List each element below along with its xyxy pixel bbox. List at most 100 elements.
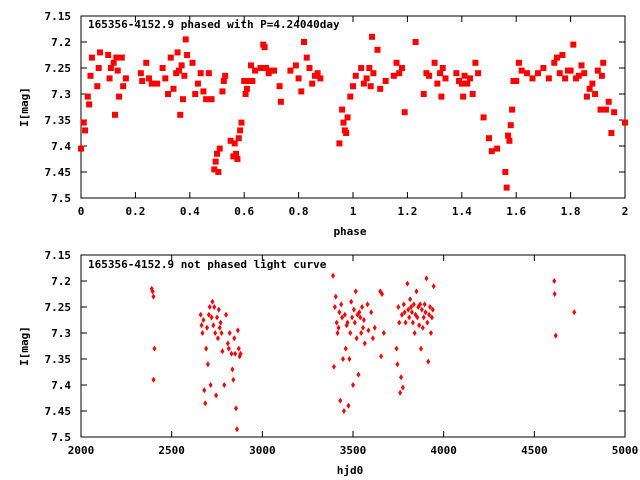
data-point <box>515 59 522 66</box>
data-point <box>605 98 612 105</box>
x-tick-label: 1 <box>350 205 357 218</box>
x-tick-label: 3500 <box>340 444 367 457</box>
data-point <box>184 52 191 58</box>
data-point <box>425 319 430 326</box>
data-point <box>348 330 353 336</box>
data-point <box>466 75 473 82</box>
data-point <box>407 314 412 321</box>
data-point <box>350 314 355 321</box>
data-point <box>340 119 347 126</box>
data-point <box>208 382 213 388</box>
data-point <box>581 70 588 77</box>
data-point <box>393 59 400 66</box>
data-point <box>110 59 117 66</box>
x-tick-label: 3000 <box>249 444 276 457</box>
data-point <box>181 72 188 79</box>
data-points <box>149 272 577 433</box>
data-point <box>206 311 211 318</box>
y-tick-label: 7.4 <box>51 379 71 392</box>
data-point <box>402 309 407 316</box>
data-point <box>427 311 432 318</box>
data-point <box>241 78 248 84</box>
x-tick-label: 5000 <box>612 444 639 457</box>
data-point <box>107 65 114 71</box>
y-tick-label: 7.15 <box>45 249 72 262</box>
data-point <box>480 114 487 121</box>
y-axis-label: I[mag] <box>18 87 31 127</box>
data-point <box>410 319 415 326</box>
data-point <box>203 96 210 103</box>
data-point <box>421 314 426 321</box>
data-point <box>317 75 324 82</box>
y-tick-label: 7.5 <box>51 431 71 444</box>
y-tick-label: 7.45 <box>45 166 72 179</box>
data-point <box>249 78 256 84</box>
data-point <box>205 324 210 331</box>
data-point <box>608 130 615 136</box>
data-point <box>152 345 157 352</box>
data-point <box>234 405 239 412</box>
data-point <box>507 122 514 129</box>
data-point <box>238 119 245 126</box>
data-point <box>556 70 563 77</box>
data-point <box>151 293 156 300</box>
data-point <box>82 127 89 134</box>
data-point <box>513 78 520 84</box>
data-point <box>200 330 205 336</box>
data-point <box>220 348 225 355</box>
data-point <box>424 275 429 282</box>
data-point <box>197 70 204 77</box>
data-point <box>200 88 207 95</box>
data-point <box>177 111 184 118</box>
data-point <box>231 376 236 383</box>
y-tick-label: 7.4 <box>51 140 71 153</box>
data-point <box>343 130 350 136</box>
data-point <box>377 85 384 92</box>
data-point <box>212 158 219 165</box>
data-point <box>292 62 299 69</box>
data-point <box>201 317 206 323</box>
data-point <box>182 36 189 43</box>
data-point <box>622 119 628 126</box>
data-point <box>212 304 217 310</box>
data-point <box>306 65 313 71</box>
data-point <box>229 350 234 357</box>
data-point <box>203 400 208 407</box>
data-point <box>406 306 411 313</box>
data-point <box>437 70 444 77</box>
data-point <box>401 301 406 308</box>
data-point <box>418 301 423 308</box>
data-point <box>545 75 552 82</box>
x-axis-label: phase <box>333 225 366 238</box>
x-tick-label: 1.4 <box>452 205 472 218</box>
data-point <box>431 59 438 66</box>
data-point <box>396 70 403 77</box>
data-point <box>215 335 220 342</box>
y-tick-label: 7.2 <box>51 36 71 49</box>
data-point <box>230 366 235 373</box>
data-point <box>426 72 433 79</box>
data-point <box>287 67 294 74</box>
data-point <box>464 80 471 87</box>
y-tick-label: 7.3 <box>51 88 71 101</box>
data-point <box>428 330 433 336</box>
data-point <box>412 39 419 45</box>
y-tick-label: 7.15 <box>45 10 72 23</box>
data-point <box>336 324 341 331</box>
data-point <box>208 96 215 103</box>
data-point <box>335 330 340 336</box>
data-point <box>417 322 422 329</box>
data-point <box>339 301 344 308</box>
data-point <box>301 39 308 45</box>
axis-ticks: 2000 2500 3000 3500 4000 4500 5000 7.15 7.2 7.25 7… <box>45 249 639 457</box>
x-tick-label: 0.2 <box>125 205 145 218</box>
data-point <box>340 314 345 321</box>
data-point <box>232 335 237 342</box>
data-point <box>419 345 423 352</box>
data-point <box>361 317 366 323</box>
data-point <box>139 78 146 84</box>
data-point <box>461 72 468 79</box>
data-point <box>611 109 618 116</box>
chart-title: 165356-4152.9 not phased light curve <box>88 258 327 271</box>
data-point <box>165 91 172 97</box>
